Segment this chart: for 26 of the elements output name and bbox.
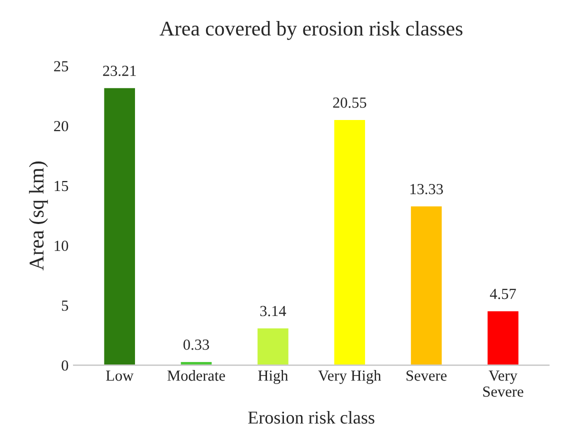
x-tick-label: High <box>258 370 288 384</box>
bar <box>332 118 366 366</box>
y-axis-title: Area (sq km) <box>28 162 48 270</box>
bar <box>486 310 520 366</box>
data-label: 23.21 <box>103 66 136 76</box>
data-label: 0.33 <box>183 340 210 350</box>
y-tick-label: 25 <box>54 61 68 72</box>
bar <box>102 86 136 366</box>
data-label: 13.33 <box>410 184 443 194</box>
chart-title: Area covered by erosion risk classes <box>160 20 462 40</box>
y-tick-label: 20 <box>54 120 68 132</box>
y-tick-label: 10 <box>54 240 68 251</box>
x-axis-title: Erosion risk class <box>248 411 374 424</box>
y-tick-label: 5 <box>62 300 68 311</box>
data-label: 3.14 <box>260 306 286 316</box>
data-label: 4.57 <box>490 288 516 300</box>
data-label: 20.55 <box>333 98 366 108</box>
bar <box>256 326 290 366</box>
x-tick-label: Very High <box>318 370 382 384</box>
y-tick-label: 15 <box>54 180 68 192</box>
x-tick-label: Very Severe <box>483 370 524 397</box>
x-tick-label: Severe <box>406 370 447 381</box>
y-tick-label: 0 <box>62 360 68 371</box>
x-tick-label: Low <box>106 370 134 381</box>
bar <box>410 204 444 366</box>
x-tick-label: Moderate <box>167 370 226 381</box>
